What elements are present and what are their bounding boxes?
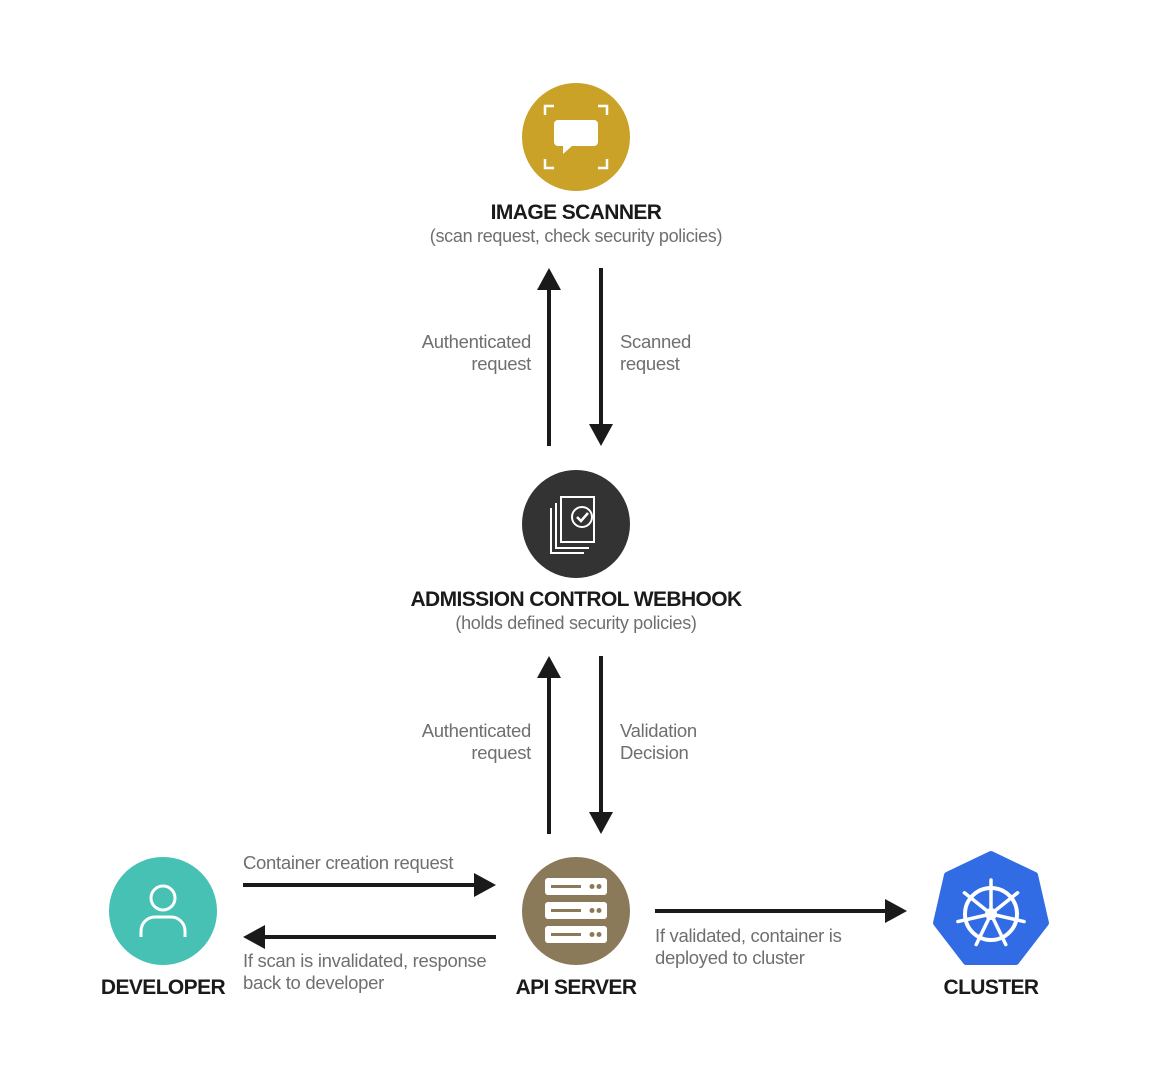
arrow-webhook-to-api [589, 656, 613, 834]
scanner-chat-icon [543, 104, 609, 170]
label-container-creation: Container creation request [243, 852, 453, 873]
cluster-title: CLUSTER [944, 976, 1039, 999]
documents-check-icon [550, 496, 595, 554]
label-invalidated-line2: back to developer [243, 972, 384, 993]
developer-node: DEVELOPER [101, 857, 226, 999]
cluster-node: CLUSTER [933, 851, 1049, 999]
arrow-api-to-cluster [655, 899, 907, 923]
api-server-title: API SERVER [516, 976, 637, 999]
label-invalidated-line1: If scan is invalidated, response [243, 950, 486, 971]
arrow-scanner-to-webhook [589, 268, 613, 446]
label-validation-line2: Decision [620, 742, 689, 763]
arrow-api-to-developer [243, 925, 496, 949]
label-scanned-line1: Scanned [620, 331, 691, 352]
api-server-node: API SERVER [516, 857, 637, 999]
arrow-webhook-to-scanner [537, 268, 561, 446]
image-scanner-title: IMAGE SCANNER [491, 201, 662, 224]
admission-webhook-subtitle: (holds defined security policies) [455, 613, 696, 633]
image-scanner-node: IMAGE SCANNER (scan request, check secur… [430, 83, 723, 246]
label-scanned-line2: request [620, 353, 680, 374]
arrow-developer-to-api [243, 873, 496, 897]
admission-webhook-title: ADMISSION CONTROL WEBHOOK [410, 588, 742, 611]
kubernetes-helm-icon [956, 878, 1026, 947]
label-webhook-authenticated-line2: request [471, 742, 531, 763]
server-rack-icon [545, 878, 607, 943]
developer-title: DEVELOPER [101, 976, 226, 999]
label-validation-line1: Validation [620, 720, 697, 741]
label-validated-line2: deployed to cluster [655, 947, 805, 968]
admission-webhook-node: ADMISSION CONTROL WEBHOOK (holds defined… [410, 470, 743, 633]
image-scanner-subtitle: (scan request, check security policies) [430, 226, 722, 246]
label-scanner-authenticated-line2: request [471, 353, 531, 374]
user-icon [139, 884, 187, 937]
arrow-api-to-webhook [537, 656, 561, 834]
label-validated-line1: If validated, container is [655, 925, 842, 946]
label-scanner-authenticated-line1: Authenticated [422, 331, 531, 352]
label-webhook-authenticated-line1: Authenticated [422, 720, 531, 741]
